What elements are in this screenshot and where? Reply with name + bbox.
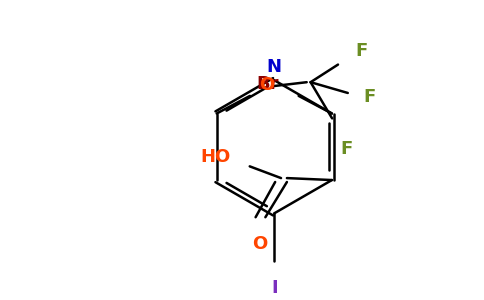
Text: F: F bbox=[363, 88, 376, 106]
Text: N: N bbox=[267, 58, 282, 76]
Text: HO: HO bbox=[200, 148, 230, 166]
Text: I: I bbox=[271, 279, 278, 297]
Text: O: O bbox=[252, 235, 267, 253]
Text: Br: Br bbox=[257, 75, 279, 93]
Text: F: F bbox=[356, 42, 368, 60]
Text: F: F bbox=[340, 140, 352, 158]
Text: O: O bbox=[259, 76, 274, 94]
